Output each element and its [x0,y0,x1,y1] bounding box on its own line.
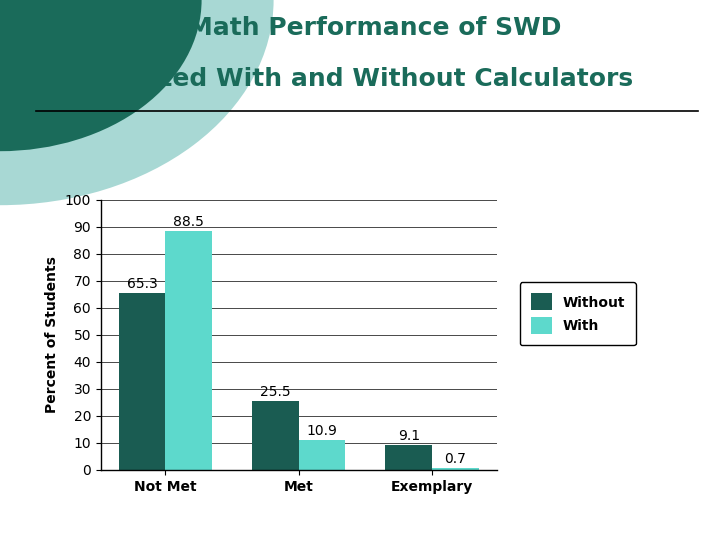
Text: 9.1: 9.1 [397,429,420,443]
Text: 25.5: 25.5 [260,385,291,399]
Bar [119,294,166,470]
Text: Tested With and Without Calculators: Tested With and Without Calculators [115,68,634,91]
Y-axis label: Percent of Students: Percent of Students [45,256,59,413]
Text: Math Performance of SWD: Math Performance of SWD [188,16,561,40]
Bar [166,231,212,470]
Text: 0.7: 0.7 [444,452,467,465]
Text: 65.3: 65.3 [127,278,158,292]
Text: 10.9: 10.9 [307,424,338,438]
Legend: Without, With: Without, With [520,282,636,346]
Bar [432,468,479,470]
Text: 88.5: 88.5 [174,215,204,229]
Bar [252,401,299,470]
Bar [299,441,346,470]
Bar [385,445,432,470]
